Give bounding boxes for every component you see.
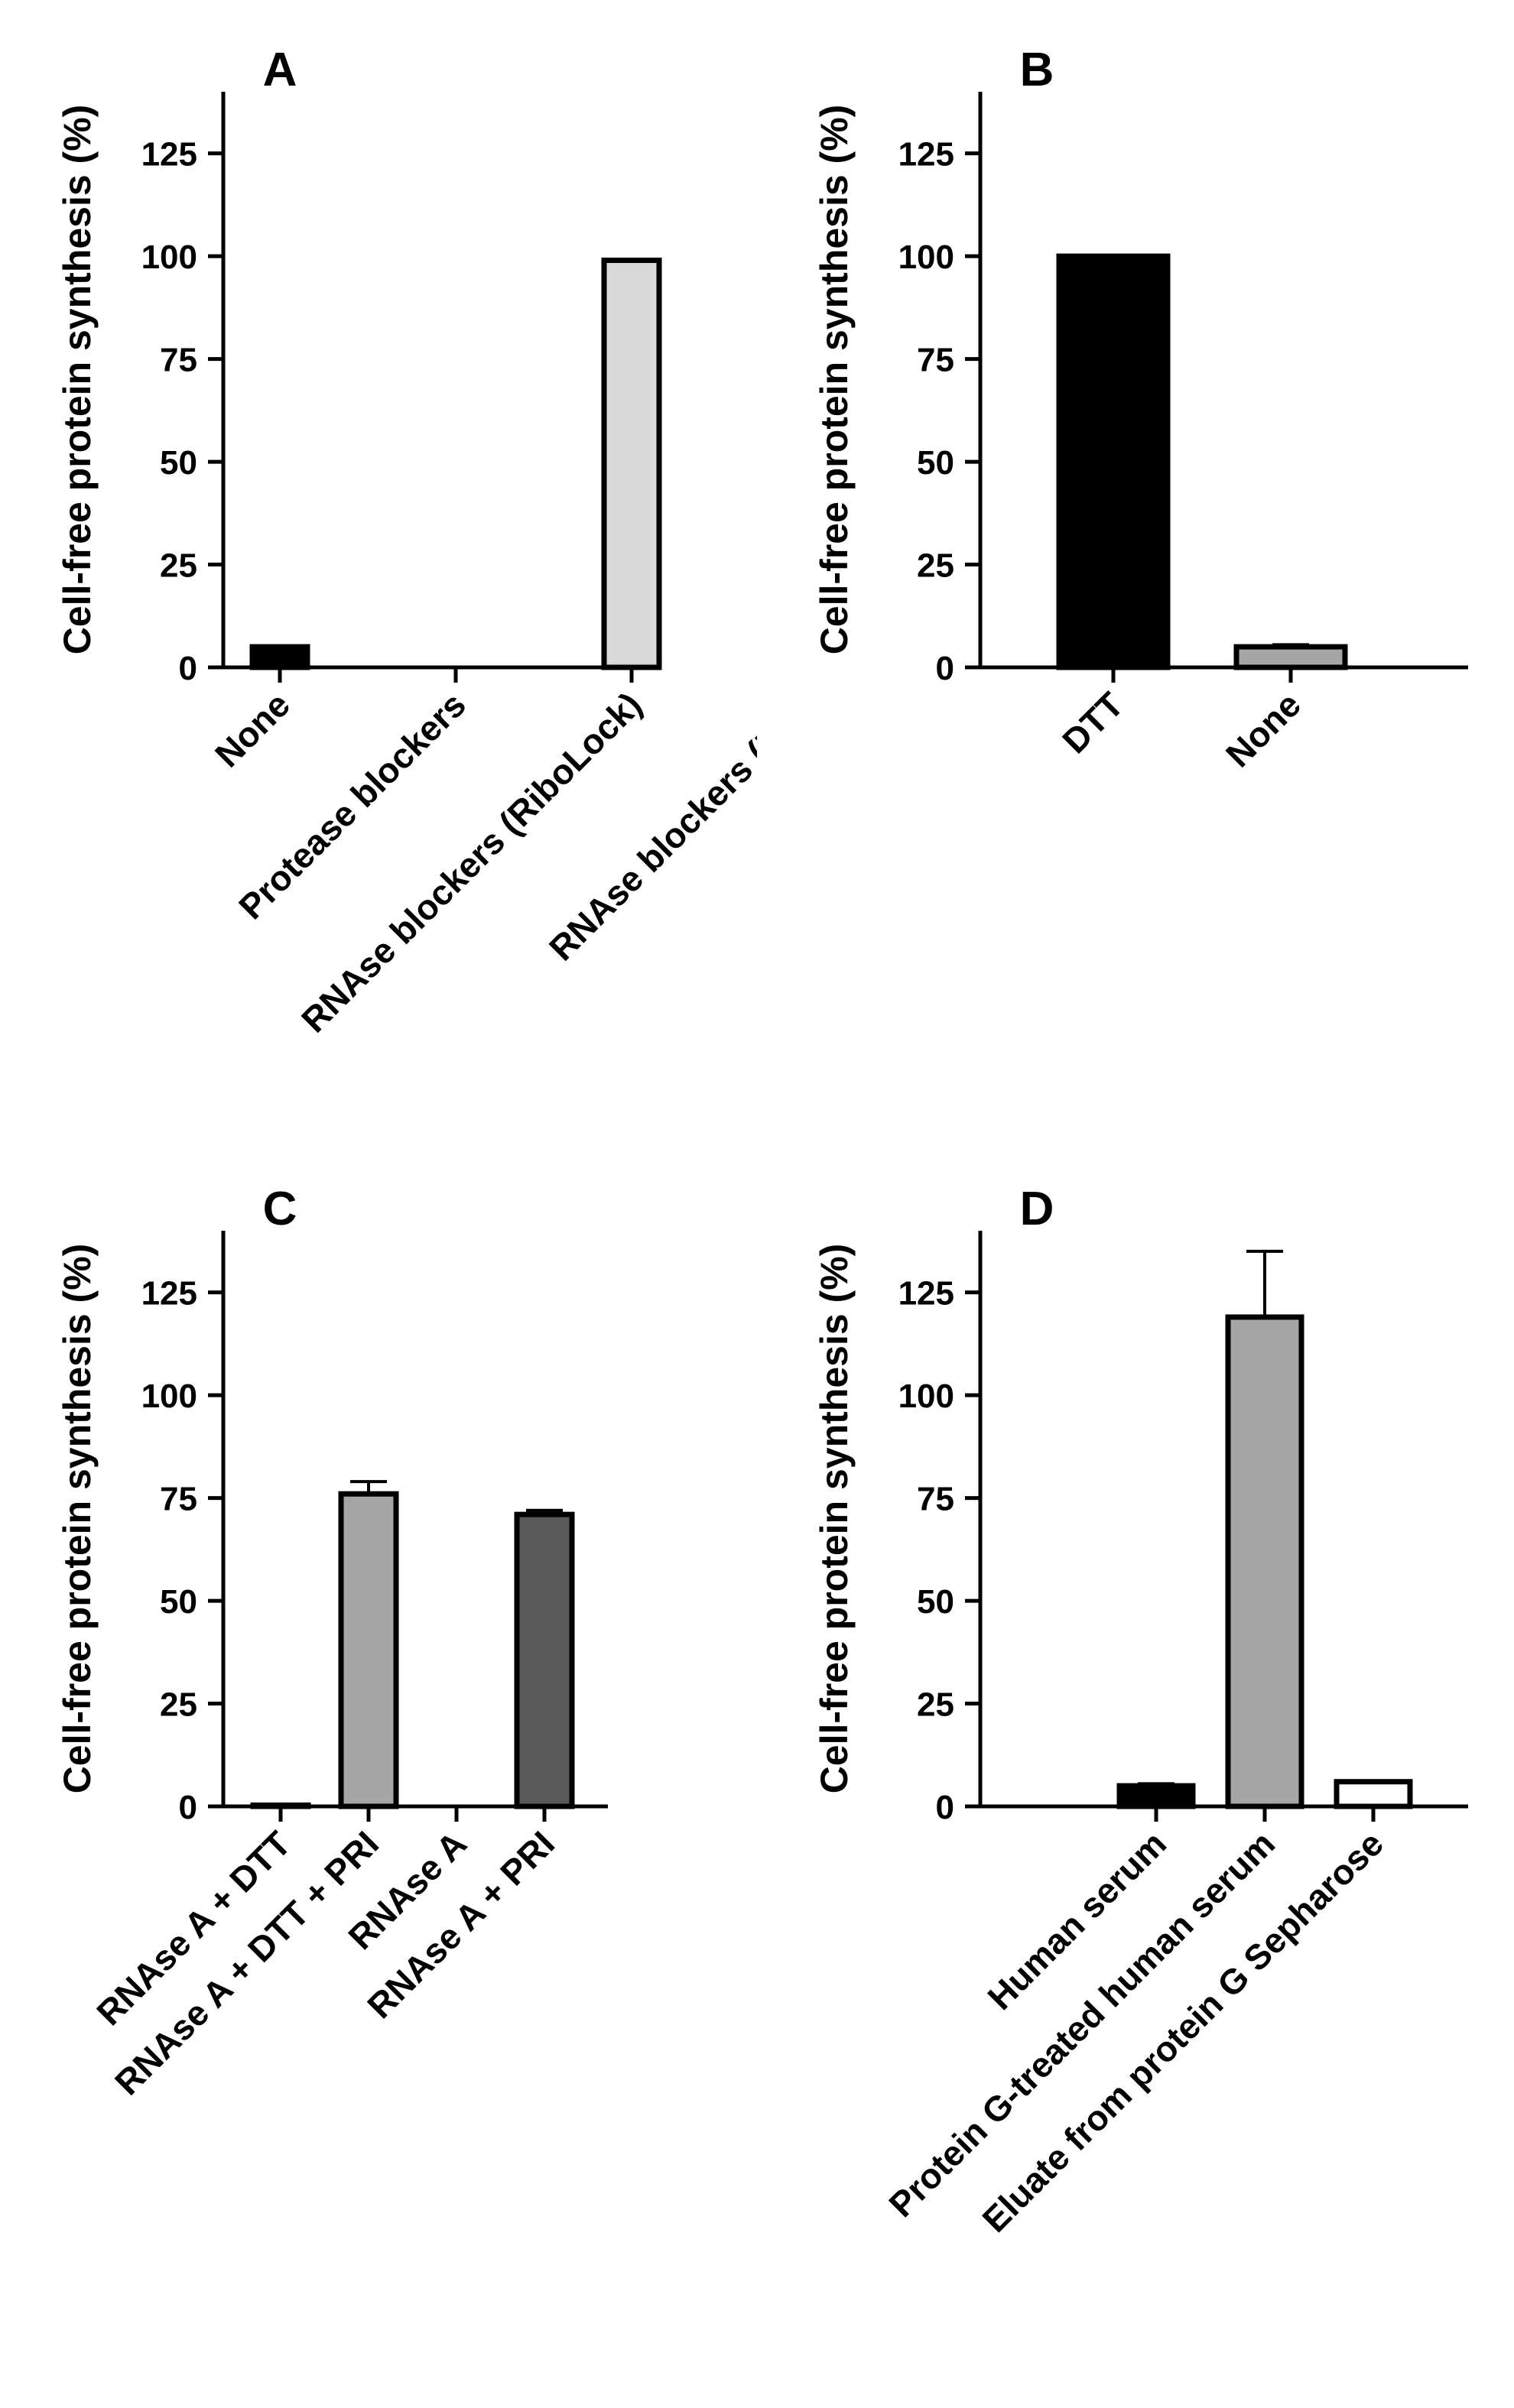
panel-letter-c: C [263, 1183, 297, 1235]
bar-3 [1334, 1779, 1413, 1809]
y-tick-label: 0 [179, 650, 197, 687]
bar-4 [514, 1511, 575, 1809]
y-tick-label: 50 [160, 444, 197, 482]
y-axis-label: Cell-free protein synthesis (%) [813, 1244, 856, 1794]
category-label: None [207, 684, 297, 774]
panel-c-chart: C Cell-free protein synthesis (%) 0 25 50 75 1… [56, 1183, 608, 2102]
y-tick-label: 75 [917, 1481, 954, 1518]
panel-a-chart: A Cell-free protein synthesis (%) 0 25 50 75 1… [56, 44, 757, 1040]
y-tick-label: 25 [160, 547, 197, 585]
y-tick-label: 50 [917, 444, 954, 482]
panel-letter-d: D [1020, 1183, 1054, 1235]
bar-1 [1056, 253, 1171, 670]
bar-1 [250, 1802, 311, 1809]
y-tick-label: 100 [898, 1378, 954, 1415]
y-tick-label: 100 [141, 239, 197, 276]
y-tick-label: 50 [160, 1583, 197, 1621]
y-tick-label: 25 [917, 547, 954, 585]
category-label: RNAse blockers (PRI) [541, 684, 757, 968]
bar-1 [249, 644, 310, 670]
y-tick-label: 75 [160, 342, 197, 379]
y-tick-label: 25 [917, 1686, 954, 1724]
panel-d-chart: D Cell-free protein synthesis (%) 0 25 50 75 1… [813, 1183, 1468, 2240]
y-tick-label: 0 [179, 1789, 197, 1826]
category-label: RNAse blockers (RiboLock) [294, 684, 649, 1040]
y-tick-label: 100 [141, 1378, 197, 1415]
bar-2 [1233, 644, 1348, 670]
y-tick-label: 100 [898, 239, 954, 276]
panel-b-chart: B Cell-free protein synthesis (%) 0 25 50 75 1… [813, 44, 1468, 774]
y-tick-label: 50 [917, 1583, 954, 1621]
category-label: Protein G-treated human serum [881, 1823, 1282, 2225]
y-tick-label: 125 [898, 136, 954, 174]
y-axis-label: Cell-free protein synthesis (%) [56, 1244, 99, 1794]
category-label: DTT [1054, 684, 1131, 761]
y-tick-label: 0 [936, 650, 954, 687]
panel-letter-b: B [1020, 44, 1054, 96]
y-tick-label: 0 [936, 1789, 954, 1826]
bar-2 [338, 1491, 399, 1809]
panel-letter-a: A [263, 44, 297, 96]
y-tick-label: 125 [898, 1275, 954, 1313]
y-tick-label: 125 [141, 1275, 197, 1313]
bar-1 [1116, 1783, 1196, 1809]
category-label: Eluate from protein G Sepharose [974, 1823, 1391, 2240]
bar-3 [601, 258, 662, 670]
category-label: None [1218, 684, 1308, 774]
y-axis-label: Cell-free protein synthesis (%) [56, 105, 99, 655]
y-tick-label: 25 [160, 1686, 197, 1724]
y-axis-label: Cell-free protein synthesis (%) [813, 105, 856, 655]
bar-2 [1225, 1314, 1304, 1809]
y-tick-label: 75 [160, 1481, 197, 1518]
y-tick-label: 125 [141, 136, 197, 174]
y-tick-label: 75 [917, 342, 954, 379]
